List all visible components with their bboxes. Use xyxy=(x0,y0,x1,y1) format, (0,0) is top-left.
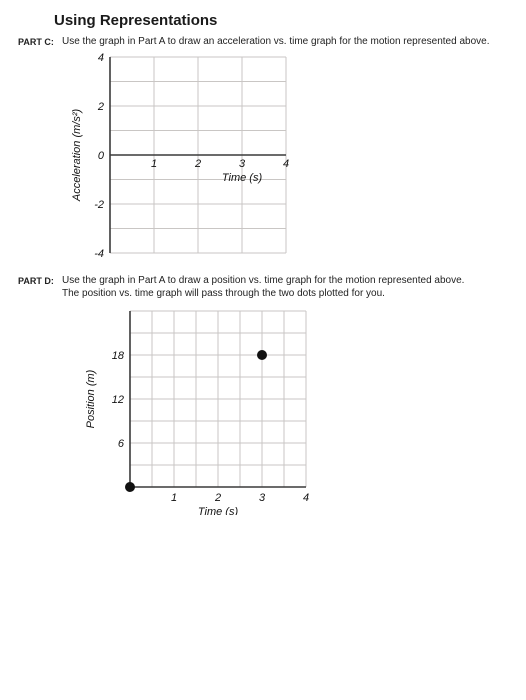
svg-text:3: 3 xyxy=(239,158,246,170)
part-c-row: PART C: Use the graph in Part A to draw … xyxy=(18,35,508,49)
svg-text:2: 2 xyxy=(97,101,104,113)
svg-text:0: 0 xyxy=(98,150,105,162)
part-d-label: PART D: xyxy=(18,274,62,286)
svg-text:6: 6 xyxy=(118,438,125,450)
part-d-row: PART D: Use the graph in Part A to draw … xyxy=(18,274,508,301)
svg-text:12: 12 xyxy=(112,394,124,406)
part-c-prompt: Use the graph in Part A to draw an accel… xyxy=(62,35,489,49)
svg-text:Time (s): Time (s) xyxy=(222,172,263,184)
acceleration-time-chart: 1 2 3 4 -4 -2 0 2 4 Time (s) Acceleration (m/s²) xyxy=(62,53,292,258)
svg-text:-4: -4 xyxy=(94,248,104,258)
svg-text:18: 18 xyxy=(112,350,125,362)
svg-text:Position (m): Position (m) xyxy=(85,369,97,428)
svg-text:4: 4 xyxy=(303,492,309,504)
position-time-chart: 123461218Time (s)Position (m) xyxy=(62,305,312,515)
part-c-label: PART C: xyxy=(18,35,62,47)
svg-text:4: 4 xyxy=(283,158,289,170)
svg-text:2: 2 xyxy=(194,158,201,170)
part-d-prompt: Use the graph in Part A to draw a positi… xyxy=(62,274,464,301)
svg-text:1: 1 xyxy=(151,158,157,170)
part-d-prompt-line1: Use the graph in Part A to draw a positi… xyxy=(62,275,464,286)
svg-text:1: 1 xyxy=(171,492,177,504)
page: Using Representations PART C: Use the gr… xyxy=(0,0,526,515)
section-heading: Using Representations xyxy=(54,12,508,29)
svg-text:-2: -2 xyxy=(94,199,104,211)
svg-text:Acceleration (m/s²): Acceleration (m/s²) xyxy=(71,108,83,202)
svg-text:4: 4 xyxy=(98,53,104,64)
part-d-prompt-line2: The position vs. time graph will pass th… xyxy=(62,288,385,299)
svg-text:Time (s): Time (s) xyxy=(198,506,239,515)
svg-text:2: 2 xyxy=(214,492,221,504)
svg-text:3: 3 xyxy=(259,492,266,504)
chart-c-wrap: 1 2 3 4 -4 -2 0 2 4 Time (s) Acceleration (m/s²) xyxy=(62,53,508,258)
chart-d-wrap: 123461218Time (s)Position (m) xyxy=(62,305,508,515)
